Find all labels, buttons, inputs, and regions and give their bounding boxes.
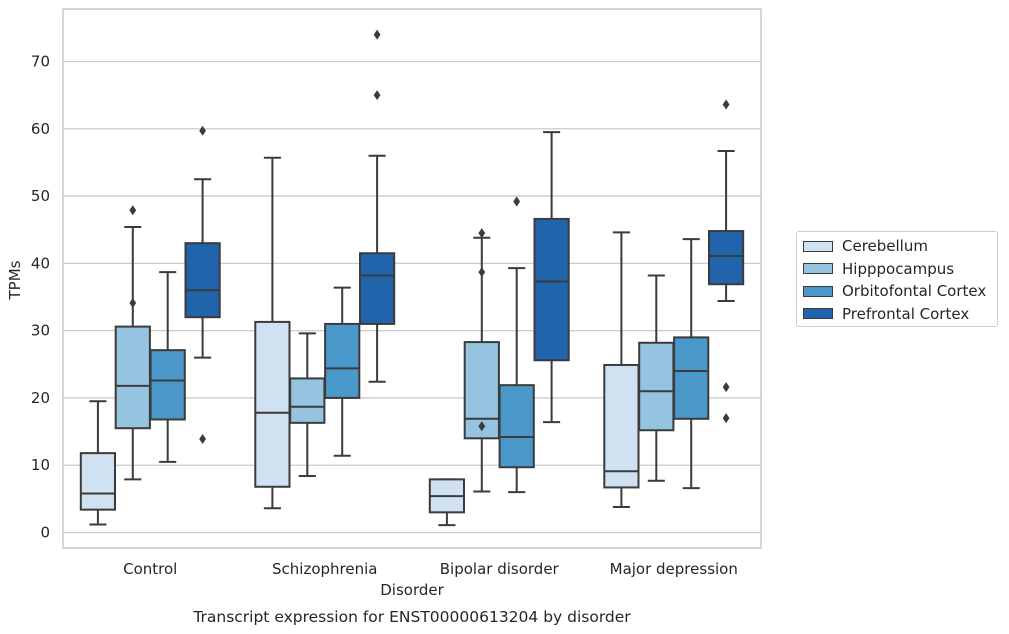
outlier-point xyxy=(199,433,206,444)
box-iqr xyxy=(603,363,640,489)
outlier-point xyxy=(129,205,137,216)
y-tick-label: 50 xyxy=(31,187,50,205)
box-element xyxy=(533,131,570,424)
box-iqr xyxy=(638,341,675,432)
legend-swatch xyxy=(803,285,833,297)
box-element xyxy=(114,205,151,481)
box-iqr xyxy=(324,322,361,399)
y-tick-label: 60 xyxy=(31,120,50,138)
box-element xyxy=(149,271,186,463)
box-element xyxy=(463,228,500,493)
box-element xyxy=(428,478,466,527)
outlier-point xyxy=(199,125,206,136)
y-tick-label: 0 xyxy=(40,524,50,542)
box-element xyxy=(673,238,710,490)
legend-swatch xyxy=(803,263,833,275)
y-tick-label: 30 xyxy=(31,322,50,340)
x-axis-label: Disorder xyxy=(380,581,444,599)
box-element xyxy=(254,156,291,510)
box-iqr xyxy=(673,336,710,420)
box-element xyxy=(707,99,745,424)
legend: Cerebellum Hipppocampus Orbitofontal Corte… xyxy=(796,231,998,327)
box-iqr xyxy=(289,377,326,424)
x-tick-label: Major depression xyxy=(610,560,738,578)
box-element xyxy=(603,231,640,508)
outlier-point xyxy=(478,267,486,278)
box-iqr xyxy=(498,384,535,469)
outlier-point xyxy=(129,298,137,309)
box-element xyxy=(358,29,396,383)
box-element xyxy=(79,400,117,526)
outlier-point xyxy=(478,228,486,239)
box-element xyxy=(324,286,361,457)
box-element xyxy=(289,332,326,477)
y-tick-labels: 0 10 20 30 40 50 60 70 xyxy=(31,52,50,541)
y-axis-label: TPMs xyxy=(6,260,24,300)
box-iqr xyxy=(358,252,396,325)
outlier-point xyxy=(513,196,521,207)
legend-swatch xyxy=(803,308,833,320)
outlier-point xyxy=(722,413,730,424)
box-iqr xyxy=(184,242,221,319)
outlier-point xyxy=(478,421,486,432)
box-iqr xyxy=(254,320,291,488)
legend-label: Prefrontal Cortex xyxy=(842,304,970,323)
chart-title: Transcript expression for ENST0000061320… xyxy=(192,608,631,626)
legend-item: Hipppocampus xyxy=(803,258,997,281)
y-tick-label: 40 xyxy=(31,254,50,272)
box-iqr xyxy=(114,325,151,430)
box-iqr xyxy=(533,217,570,362)
legend-item: Prefrontal Cortex xyxy=(803,303,997,326)
y-tick-label: 70 xyxy=(31,52,50,70)
outlier-point xyxy=(373,29,381,40)
x-tick-label: Bipolar disorder xyxy=(440,560,560,578)
legend-label: Cerebellum xyxy=(842,237,928,256)
x-tick-labels: Control Schizophrenia Bipolar disorder Majo… xyxy=(123,560,738,578)
outlier-point xyxy=(722,99,730,110)
box-iqr xyxy=(79,452,117,511)
y-tick-label: 10 xyxy=(31,456,50,474)
box-iqr xyxy=(707,230,745,286)
legend-item: Cerebellum xyxy=(803,235,997,258)
box-iqr xyxy=(149,349,186,421)
x-tick-label: Schizophrenia xyxy=(272,560,377,578)
legend-swatch xyxy=(803,240,833,252)
box-element xyxy=(638,274,675,482)
plot-area-frame xyxy=(62,8,762,549)
outlier-point xyxy=(722,382,730,393)
legend-label: Orbitofontal Cortex xyxy=(842,282,987,301)
box-element xyxy=(498,196,535,494)
y-tick-label: 20 xyxy=(31,389,50,407)
boxes-layer xyxy=(79,29,745,527)
legend-label: Hipppocampus xyxy=(842,259,955,278)
box-element xyxy=(184,125,221,444)
legend-item: Orbitofontal Cortex xyxy=(803,280,997,303)
x-tick-label: Control xyxy=(123,560,177,578)
outlier-point xyxy=(373,90,381,101)
